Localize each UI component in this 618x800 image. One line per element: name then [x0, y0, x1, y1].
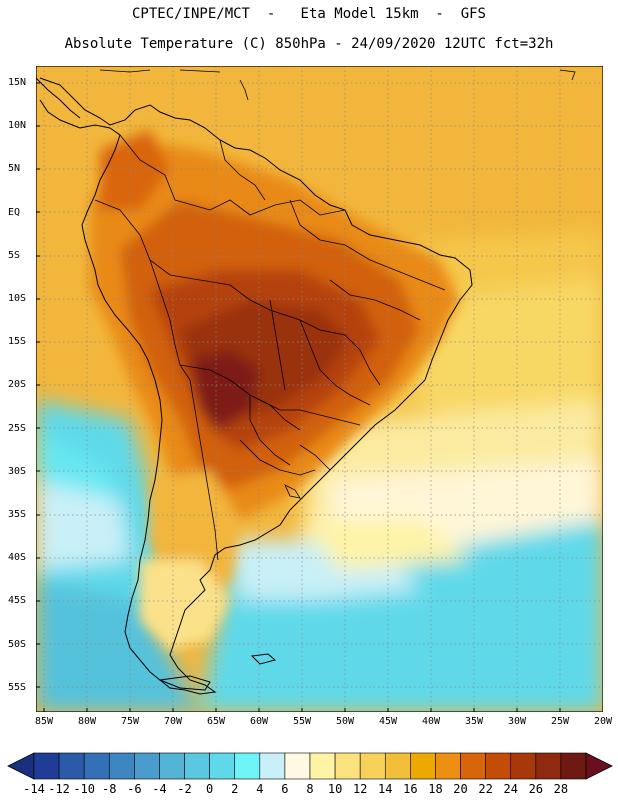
colorbar-cell [184, 752, 210, 780]
lat-label: 10S [8, 293, 27, 304]
colorbar [7, 752, 613, 780]
colorbar-cell [108, 752, 135, 780]
colorbar-label: 8 [306, 782, 314, 796]
colorbar-label: -12 [48, 782, 70, 796]
lon-label: 40W [421, 716, 441, 727]
lon-label: 25W [550, 716, 570, 727]
colorbar-label: -14 [23, 782, 45, 796]
field-continent-26 [190, 350, 260, 430]
colorbar-label: -8 [102, 782, 117, 796]
colorbar-cell [384, 752, 411, 780]
lat-label: 25S [8, 422, 27, 434]
colorbar-cell [83, 752, 110, 780]
lat-label: EQ [8, 206, 21, 218]
colorbar-label: 0 [206, 782, 214, 796]
field-band-8 [300, 520, 470, 570]
colorbar-cell [284, 752, 311, 780]
colorbar-above-arrow [585, 752, 613, 780]
lon-label: 75W [120, 716, 140, 727]
colorbar-cell [234, 752, 261, 780]
lon-label: 65W [206, 716, 226, 727]
coastline-central-america [36, 77, 81, 119]
colorbar-cell [410, 752, 436, 780]
colorbar-cell [33, 752, 60, 780]
colorbar-label: 18 [428, 782, 443, 796]
lat-label: 30S [8, 465, 27, 477]
lagoa-dos-patos [284, 484, 301, 499]
colorbar-cell [334, 752, 361, 780]
colorbar-label: -2 [177, 782, 192, 796]
colorbar-cell [510, 752, 537, 780]
colorbar-label: -10 [73, 782, 96, 796]
field-pacific-mild [36, 480, 130, 570]
colorbar-cell [58, 752, 85, 780]
lat-label: 45S [8, 595, 27, 607]
colorbar-cell [485, 752, 512, 780]
lon-label: 30W [507, 716, 527, 727]
colorbar-label: 16 [403, 782, 418, 796]
colorbar-label: 26 [528, 782, 544, 796]
malvinas [250, 653, 277, 665]
colorbar-label: 28 [553, 782, 569, 796]
field-andes-north [100, 130, 170, 210]
colorbar-label: 4 [256, 782, 264, 796]
title-line-1: CPTEC/INPE/MCT - Eta Model 15km - GFS [131, 6, 486, 22]
colorbar-cell [134, 752, 160, 780]
lon-label: 20W [593, 716, 613, 727]
lat-label: 15S [8, 336, 27, 348]
colorbar-label: 14 [378, 782, 393, 796]
colorbar-cell [460, 752, 486, 780]
colorbar-cell [259, 752, 286, 780]
colorbar-cell [159, 752, 185, 780]
lat-label: 5N [8, 163, 21, 175]
colorbar-label: 2 [231, 782, 239, 796]
colorbar-cell [435, 752, 461, 780]
lat-label: 50S [8, 638, 27, 650]
lon-label: 70W [163, 716, 183, 727]
colorbar-cell [560, 752, 587, 780]
lat-label: 55S [8, 681, 27, 693]
lat-label: 40S [8, 552, 27, 564]
field-south-patagonia [140, 560, 230, 650]
field-band-14 [420, 280, 603, 440]
colorbar-below-arrow [7, 752, 35, 780]
colorbar-label: -4 [152, 782, 167, 796]
lon-label: 50W [335, 716, 355, 727]
coastline-south-america [39, 77, 473, 695]
colorbar-label: 24 [503, 782, 518, 796]
tierra-del-fuego [158, 675, 211, 691]
colorbar-cell [535, 752, 562, 780]
colorbar-label: -6 [127, 782, 142, 796]
colorbar-label: 10 [327, 782, 343, 796]
lon-label: 45W [378, 716, 398, 727]
axis-ticks [36, 82, 561, 712]
colorbar-cell [359, 752, 386, 780]
caribbean-islands [99, 69, 576, 101]
title-line-2: Absolute Temperature (C) 850hPa - 24/09/… [64, 36, 554, 52]
lat-label: 20S [8, 379, 27, 391]
colorbar-label: 22 [478, 782, 493, 796]
lon-label: 85W [34, 716, 54, 727]
lat-label: 15N [8, 77, 27, 88]
colorbar-label: 12 [352, 782, 368, 796]
lat-label: 35S [8, 509, 27, 520]
lat-label: 5S [8, 249, 21, 261]
colorbar-label: 20 [453, 782, 468, 796]
colorbar-cell [209, 752, 236, 780]
country-borders [94, 134, 446, 561]
lon-label: 60W [249, 716, 269, 727]
lat-label: 10N [8, 120, 27, 132]
lon-label: 35W [464, 716, 484, 727]
lon-label: 55W [292, 716, 312, 727]
colorbar-cell [309, 752, 336, 780]
graticule [36, 66, 603, 712]
colorbar-label: 6 [281, 782, 289, 796]
lon-label: 80W [77, 716, 97, 727]
